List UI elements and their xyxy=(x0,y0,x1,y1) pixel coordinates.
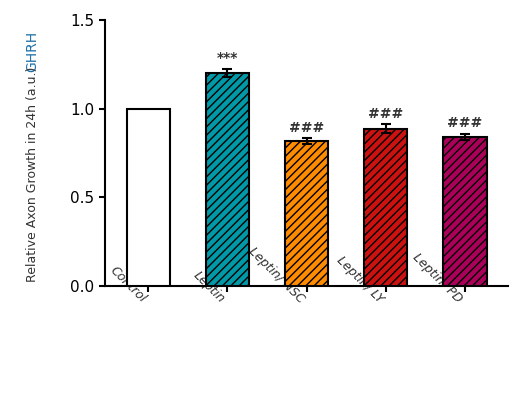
Text: Relative Axon Growth in 24h (a.u.): Relative Axon Growth in 24h (a.u.) xyxy=(26,66,39,282)
Text: ###: ### xyxy=(447,116,483,130)
Text: ###: ### xyxy=(289,121,324,135)
Text: ###: ### xyxy=(368,106,403,121)
Text: ***: *** xyxy=(217,51,238,65)
Bar xyxy=(205,73,249,286)
Bar xyxy=(285,141,329,286)
Bar xyxy=(443,137,486,286)
Bar xyxy=(364,129,407,286)
Bar xyxy=(127,108,170,286)
Text: GHRH: GHRH xyxy=(25,31,39,72)
Y-axis label: GHRH
Relative Axon Growth in 24h (a.u.): GHRH Relative Axon Growth in 24h (a.u.) xyxy=(0,396,1,397)
